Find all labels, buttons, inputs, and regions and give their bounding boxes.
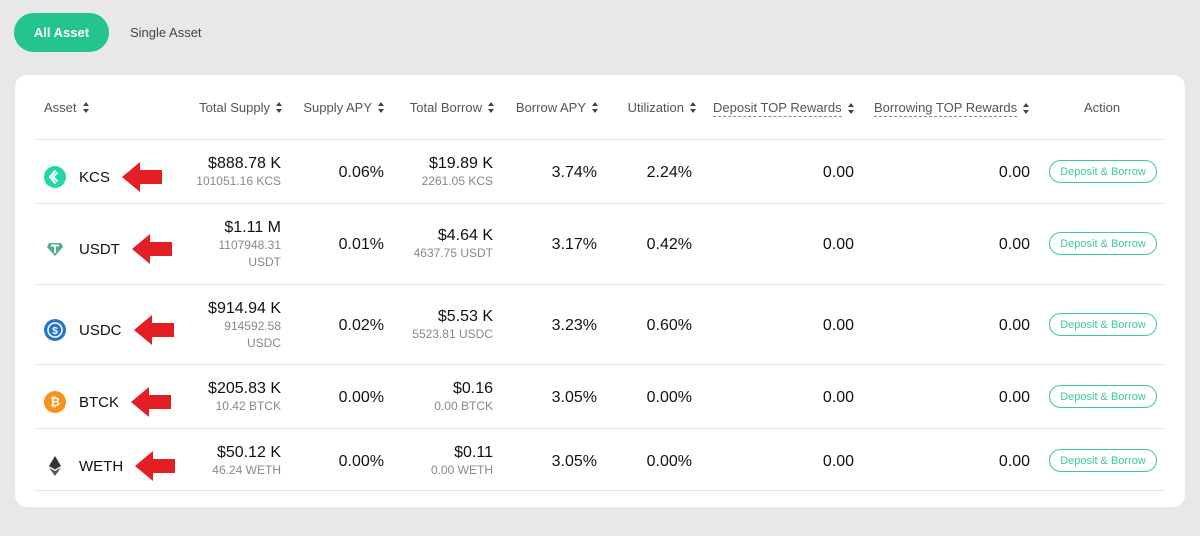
tab-all-asset[interactable]: All Asset [14, 13, 109, 52]
table-header: Asset Total Supply Supply APY Total Borr… [15, 75, 1185, 139]
borrowing-rewards-cell: 0.00 [998, 389, 1030, 406]
sort-icon [847, 103, 855, 114]
total-borrow-cell: $4.64 K 4637.75 USDT [413, 227, 493, 260]
supply-apy-cell: 0.00% [338, 453, 384, 470]
borrowing-rewards-cell: 0.00 [998, 453, 1030, 470]
supply-apy-cell: 0.01% [338, 236, 384, 253]
asset-symbol: KCS [79, 168, 110, 186]
borrow-apy-cell: 3.74% [551, 164, 597, 181]
table-row: ₿ BTCK $205.83 K 10.42 BTCK 0.00% $0.16 … [34, 364, 1165, 428]
deposit-rewards-cell: 0.00 [822, 389, 854, 406]
deposit-rewards-cell: 0.00 [822, 164, 854, 181]
asset-symbol: BTCK [79, 393, 120, 411]
sort-icon [690, 102, 697, 113]
supply-apy-cell: 0.02% [338, 317, 384, 334]
deposit-borrow-button[interactable]: Deposit & Borrow [1049, 232, 1157, 255]
col-deposit-rewards-header[interactable]: Deposit TOP Rewards [713, 100, 855, 117]
asset-cell: WETH [44, 449, 177, 483]
asset-symbol: USDC [79, 321, 122, 339]
total-borrow-cell: $19.89 K 2261.05 KCS [421, 155, 493, 188]
col-borrow-apy-header[interactable]: Borrow APY [499, 100, 599, 115]
deposit-borrow-button[interactable]: Deposit & Borrow [1049, 385, 1157, 408]
borrow-apy-cell: 3.05% [551, 453, 597, 470]
asset-cell: USDT [44, 232, 174, 266]
utilization-cell: 0.42% [646, 236, 692, 253]
asset-cell: ₿ BTCK [44, 385, 173, 419]
asset-cell: KCS [44, 160, 164, 194]
asset-cell: $ USDC [44, 313, 176, 347]
sort-icon [378, 102, 385, 113]
markets-table: Asset Total Supply Supply APY Total Borr… [15, 75, 1185, 507]
sort-icon [1023, 103, 1030, 114]
sort-icon [276, 102, 283, 113]
borrowing-rewards-cell: 0.00 [998, 236, 1030, 253]
total-supply-cell: $888.78 K 101051.16 KCS [196, 155, 281, 188]
col-action-header: Action [1084, 100, 1121, 115]
total-supply-cell: $50.12 K 46.24 WETH [212, 444, 281, 477]
col-total-supply-header[interactable]: Total Supply [173, 100, 283, 115]
total-borrow-cell: $0.11 0.00 WETH [430, 444, 493, 477]
kcs-coin-icon [44, 166, 66, 188]
total-supply-cell: $1.11 M 1107948.31 USDT [218, 219, 281, 269]
asset-symbol: USDT [79, 240, 120, 258]
table-row: KCS $888.78 K 101051.16 KCS 0.06% $19.89… [34, 139, 1165, 203]
col-utilization-header[interactable]: Utilization [597, 100, 697, 115]
red-arrow-annotation [135, 451, 176, 481]
utilization-cell: 0.00% [646, 389, 692, 406]
utilization-cell: 0.60% [646, 317, 692, 334]
col-supply-apy-header[interactable]: Supply APY [285, 100, 385, 115]
table-row: USDT $1.11 M 1107948.31 USDT 0.01% $4.64… [34, 203, 1165, 284]
asset-symbol: WETH [79, 457, 124, 475]
sort-icon [488, 102, 495, 113]
borrowing-rewards-cell: 0.00 [998, 164, 1030, 181]
borrow-apy-cell: 3.05% [551, 389, 597, 406]
usdt-coin-icon [44, 238, 66, 260]
col-borrowing-rewards-header[interactable]: Borrowing TOP Rewards [874, 100, 1030, 117]
utilization-cell: 0.00% [646, 453, 692, 470]
red-arrow-annotation [121, 162, 162, 192]
eth-coin-icon [44, 455, 66, 477]
red-arrow-annotation [131, 234, 172, 264]
borrow-apy-cell: 3.23% [551, 317, 597, 334]
col-total-borrow-header[interactable]: Total Borrow [385, 100, 495, 115]
usdc-coin-icon: $ [44, 319, 66, 341]
total-supply-cell: $914.94 K 914592.58 USDC [208, 300, 281, 350]
sort-icon [592, 102, 599, 113]
deposit-rewards-cell: 0.00 [822, 317, 854, 334]
borrow-apy-cell: 3.17% [551, 236, 597, 253]
table-row: $ USDC $914.94 K 914592.58 USDC 0.02% $5… [34, 284, 1165, 364]
svg-text:$: $ [52, 326, 58, 337]
total-borrow-cell: $0.16 0.00 BTCK [434, 380, 493, 413]
total-borrow-cell: $5.53 K 5523.81 USDC [412, 308, 493, 341]
borrowing-rewards-cell: 0.00 [998, 317, 1030, 334]
deposit-rewards-cell: 0.00 [822, 236, 854, 253]
red-arrow-annotation [133, 315, 174, 345]
deposit-borrow-button[interactable]: Deposit & Borrow [1049, 313, 1157, 336]
deposit-borrow-button[interactable]: Deposit & Borrow [1049, 449, 1157, 472]
table-row: WETH $50.12 K 46.24 WETH 0.00% $0.11 0.0… [34, 428, 1165, 491]
deposit-borrow-button[interactable]: Deposit & Borrow [1049, 160, 1157, 183]
deposit-rewards-cell: 0.00 [822, 453, 854, 470]
tab-single-asset[interactable]: Single Asset [130, 25, 202, 40]
supply-apy-cell: 0.00% [338, 389, 384, 406]
sort-icon [82, 102, 90, 113]
asset-tabs: All Asset Single Asset [14, 13, 202, 52]
total-supply-cell: $205.83 K 10.42 BTCK [208, 380, 281, 413]
red-arrow-annotation [131, 387, 172, 417]
btc-coin-icon: ₿ [44, 391, 66, 413]
col-asset-header[interactable]: Asset [44, 100, 90, 115]
utilization-cell: 2.24% [646, 164, 692, 181]
supply-apy-cell: 0.06% [338, 164, 384, 181]
